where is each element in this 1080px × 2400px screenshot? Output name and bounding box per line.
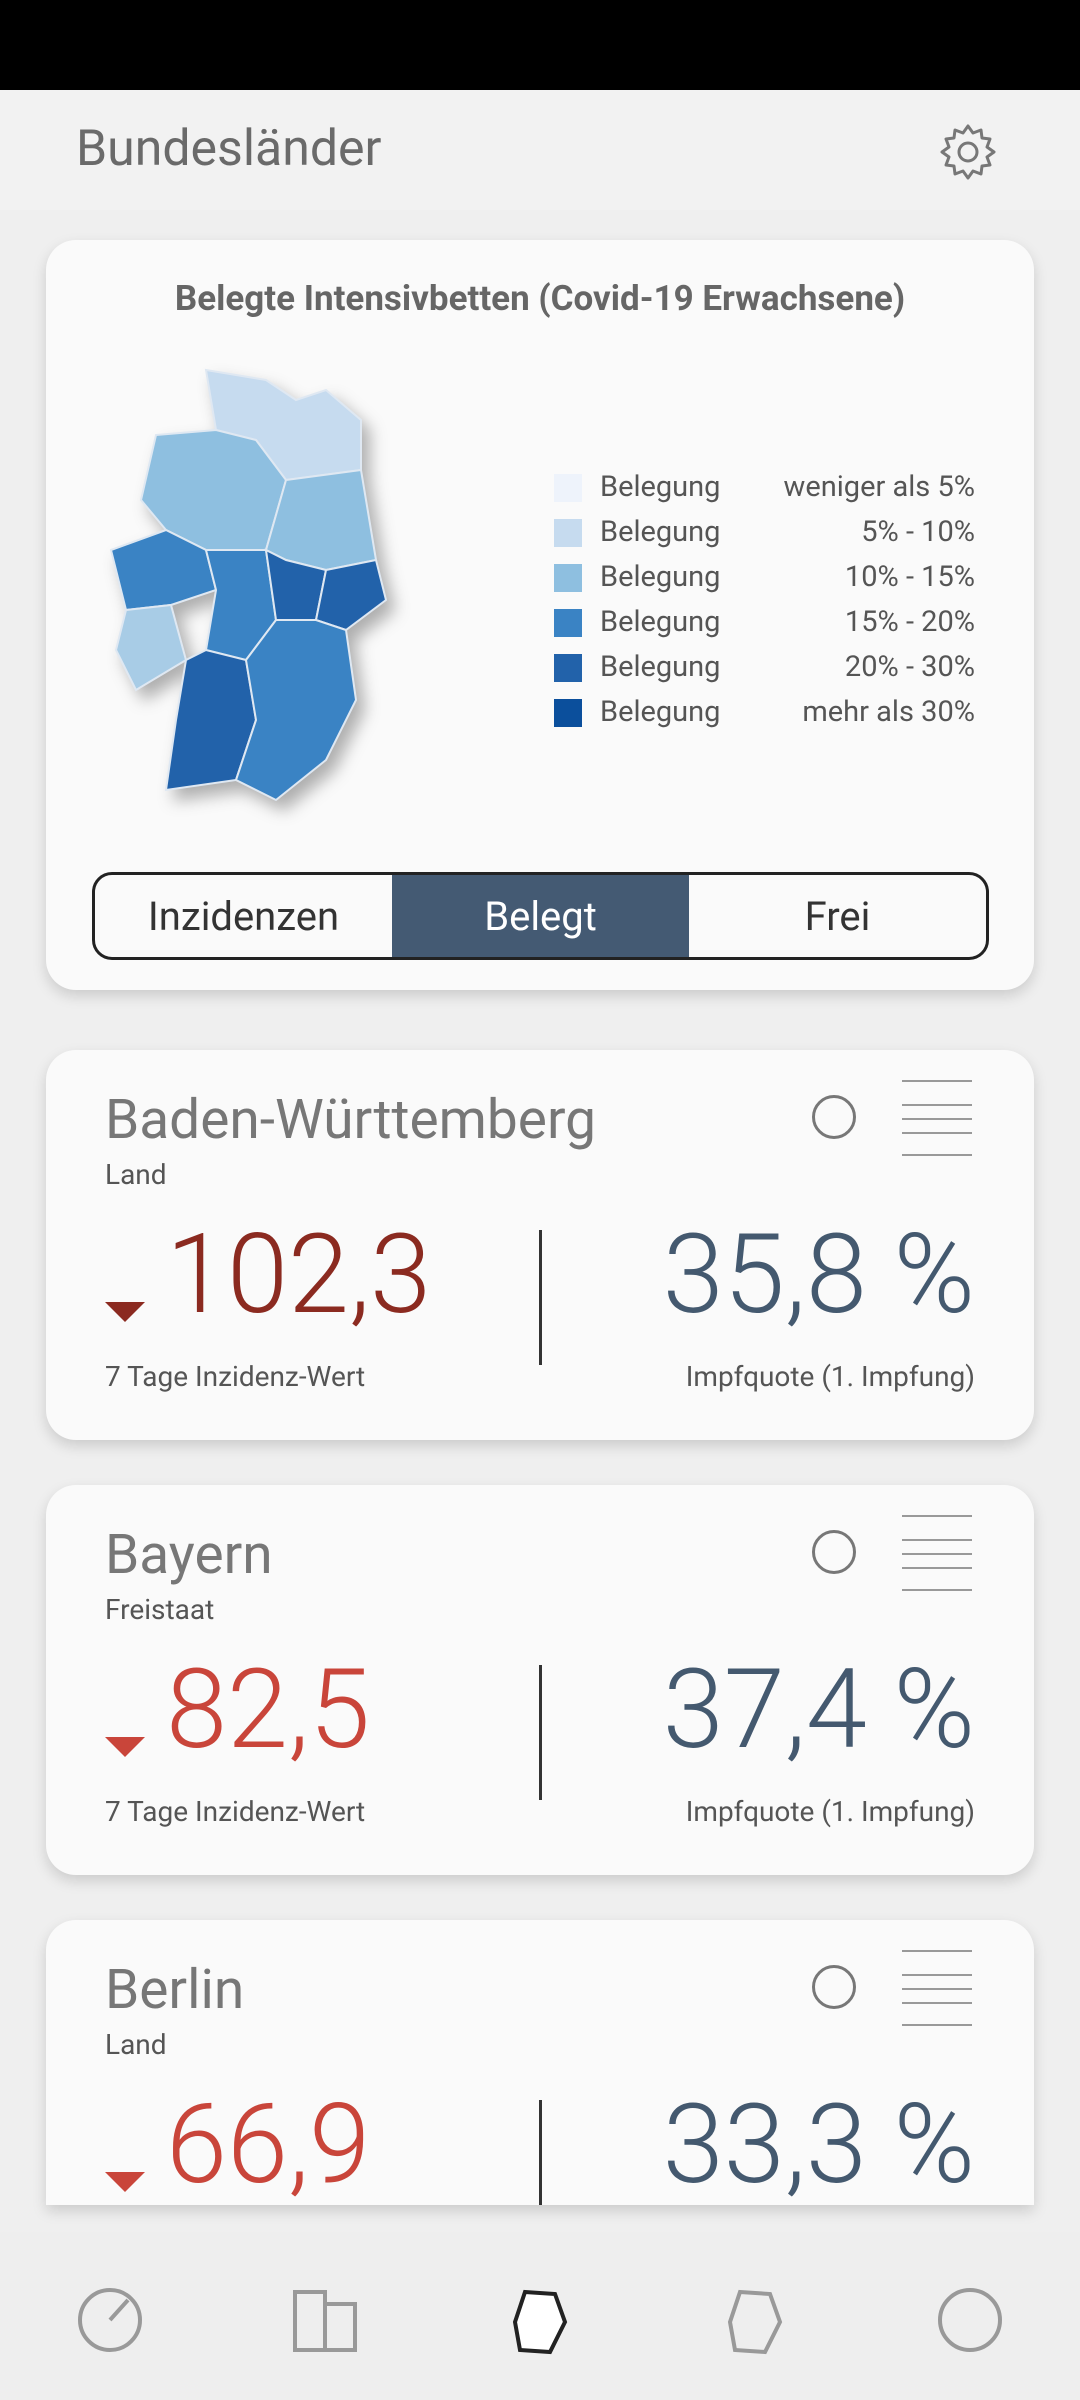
legend-swatch (554, 564, 582, 592)
state-name: Berlin (105, 1958, 245, 2022)
incidence-value: 82,5 (166, 1645, 371, 1774)
legend-swatch (554, 699, 582, 727)
trend-down (105, 2172, 145, 2192)
state-kind: Land (105, 2028, 167, 2061)
nav-germany[interactable] (727, 2289, 783, 2355)
trend-down (105, 1737, 145, 1757)
tab[interactable]: Frei (804, 892, 871, 940)
status-bar (0, 0, 1080, 90)
info-button[interactable] (812, 1530, 856, 1574)
legend-label: Belegung (600, 515, 721, 549)
tab-bar: Inzidenzen Belegt Frei (92, 872, 989, 960)
legend-swatch (554, 609, 582, 637)
nav-dashboard[interactable] (78, 2288, 142, 2352)
legend-range: 5% - 10% (861, 515, 975, 549)
nav-states[interactable] (512, 2289, 568, 2355)
legend-label: Belegung (600, 695, 721, 729)
legend-swatch (554, 654, 582, 682)
incidence-value: 66,9 (166, 2080, 371, 2205)
vaccination-value: 33,3 % (662, 2080, 975, 2205)
map-card: Belegte Intensivbetten (Covid-19 Erwachs… (46, 240, 1034, 990)
incidence-value: 102,3 (166, 1210, 432, 1339)
bottom-nav (0, 2232, 1080, 2400)
vaccination-label: Impfquote (1. Impfung) (685, 1795, 975, 1828)
page-title: Bundesländer (76, 120, 382, 178)
legend-label: Belegung (600, 605, 721, 639)
nav-cities[interactable] (293, 2290, 327, 2352)
info-button[interactable] (812, 1965, 856, 2009)
state-name: Bayern (105, 1523, 273, 1587)
info-button[interactable] (812, 1095, 856, 1139)
state-kind: Land (105, 1158, 167, 1191)
reorder-button[interactable] (902, 1080, 972, 1156)
divider (539, 1230, 542, 1365)
divider (539, 2100, 542, 2205)
nav-world[interactable] (938, 2288, 1002, 2352)
vaccination-value: 37,4 % (662, 1645, 975, 1774)
legend-range: mehr als 30% (802, 695, 975, 729)
state-card: Bayern Freistaat 82,5 7 Tage Inzidenz-Wert 3… (46, 1485, 1034, 1875)
germany-map (109, 368, 388, 802)
incidence-label: 7 Tage Inzidenz-Wert (105, 1360, 366, 1393)
vaccination-value: 35,8 % (662, 1210, 975, 1339)
legend-range: 10% - 15% (844, 560, 975, 594)
tab[interactable]: Belegt (392, 875, 689, 957)
nav-icons (78, 2288, 1002, 2355)
legend-label: Belegung (600, 470, 721, 504)
reorder-button[interactable] (902, 1515, 972, 1591)
legend-label: Belegung (600, 650, 721, 684)
legend-range: 15% - 20% (844, 605, 975, 639)
state-name: Baden-Württemberg (105, 1088, 596, 1152)
legend-swatch (554, 474, 582, 502)
trend-down (105, 1302, 145, 1322)
legend-range: 20% - 30% (844, 650, 975, 684)
reorder-button[interactable] (902, 1950, 972, 2026)
divider (539, 1665, 542, 1800)
legend-range: weniger als 5% (783, 470, 975, 504)
map-title: Belegte Intensivbetten (Covid-19 Erwachs… (174, 278, 906, 319)
vaccination-label: Impfquote (1. Impfung) (685, 1360, 975, 1393)
legend-label: Belegung (600, 560, 721, 594)
settings-button[interactable] (938, 122, 998, 182)
tab[interactable]: Inzidenzen (147, 892, 340, 940)
app-bar (0, 90, 1080, 210)
state-kind: Freistaat (105, 1593, 215, 1626)
state-card: Baden-Württemberg Land 102,3 7 Tage Inziden… (46, 1050, 1034, 1440)
legend-swatch (554, 519, 582, 547)
incidence-label: 7 Tage Inzidenz-Wert (105, 1795, 366, 1828)
